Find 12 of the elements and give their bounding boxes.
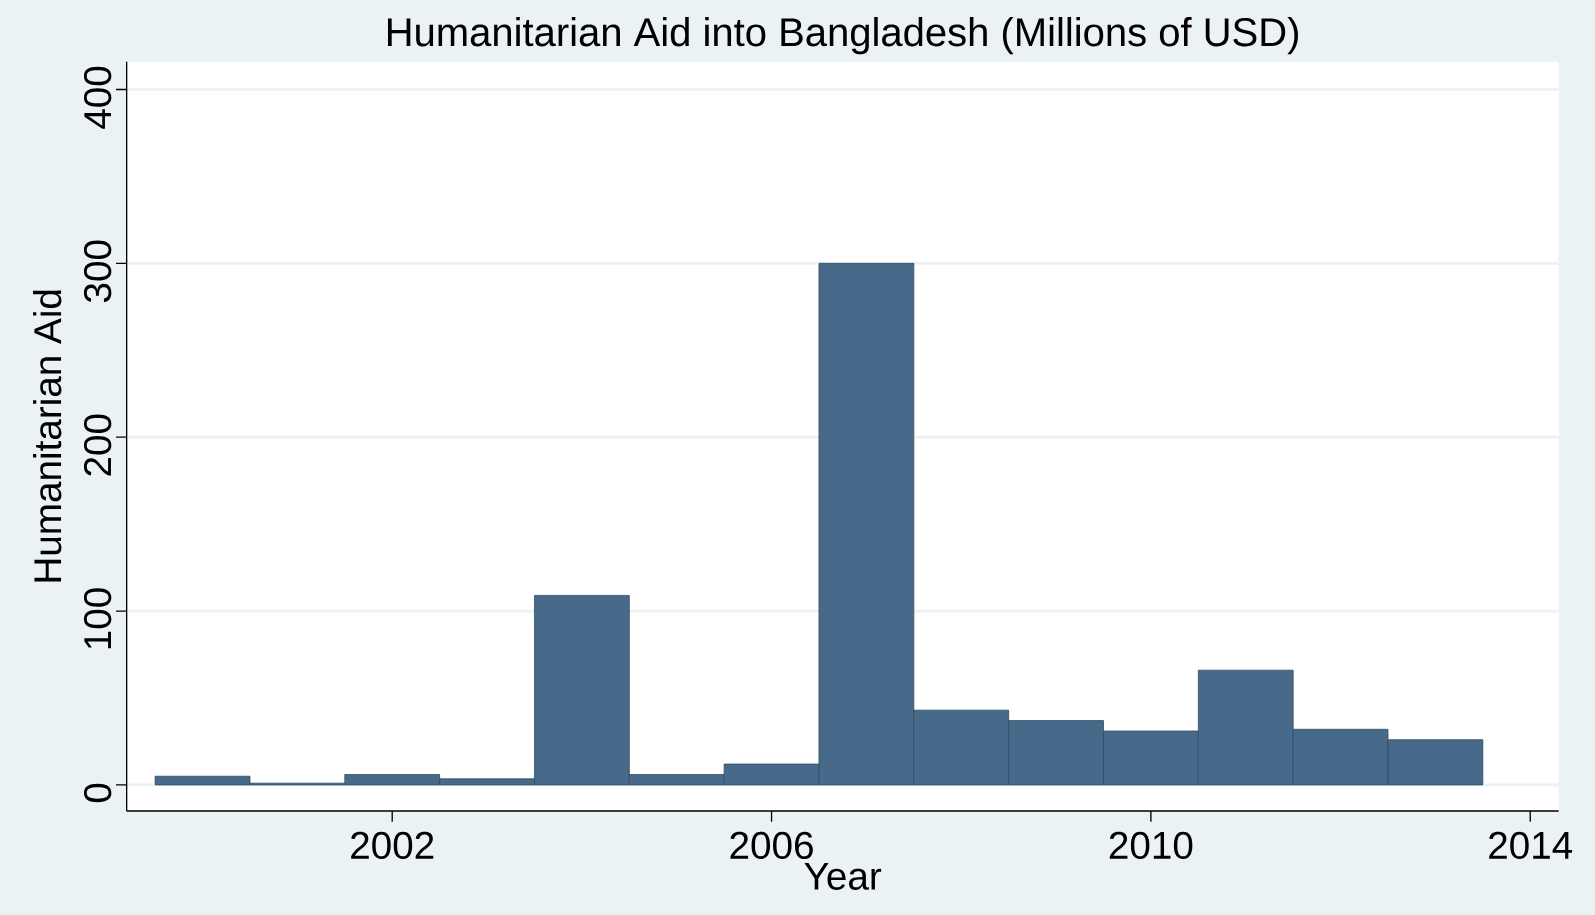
y-axis-title: Humanitarian Aid: [33, 290, 62, 582]
y-tick-label: 400: [83, 66, 112, 129]
y-tick-label: 200: [83, 414, 112, 476]
chart-title: Humanitarian Aid into Bangladesh (Millions of USD): [387, 17, 1298, 55]
x-axis-title: Year: [804, 862, 882, 890]
y-tick-label: 300: [83, 240, 112, 303]
x-tick-label: 2014: [1489, 831, 1573, 860]
y-tick-label: 0: [83, 783, 112, 803]
x-tick-label: 2002: [351, 831, 434, 860]
x-tick-label: 2010: [1109, 831, 1193, 860]
x-tick-label: 2006: [730, 831, 813, 860]
y-tick-label: 100: [83, 588, 112, 649]
